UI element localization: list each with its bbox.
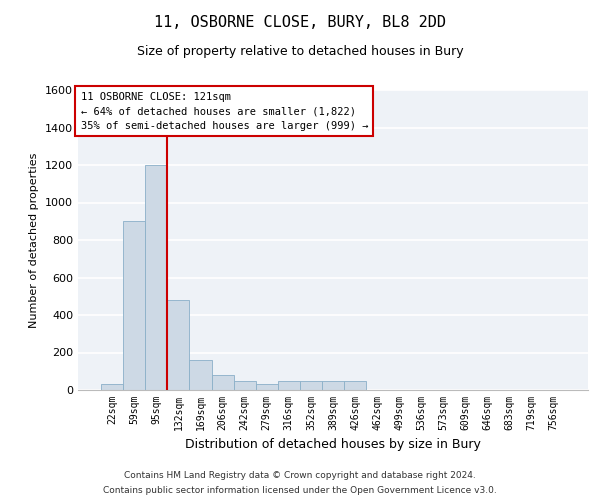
X-axis label: Distribution of detached houses by size in Bury: Distribution of detached houses by size … bbox=[185, 438, 481, 452]
Bar bbox=[167, 300, 190, 390]
Bar bbox=[123, 221, 145, 390]
Bar bbox=[256, 384, 278, 390]
Bar bbox=[344, 380, 366, 390]
Text: 11, OSBORNE CLOSE, BURY, BL8 2DD: 11, OSBORNE CLOSE, BURY, BL8 2DD bbox=[154, 15, 446, 30]
Bar bbox=[322, 380, 344, 390]
Bar bbox=[190, 360, 212, 390]
Y-axis label: Number of detached properties: Number of detached properties bbox=[29, 152, 40, 328]
Text: Size of property relative to detached houses in Bury: Size of property relative to detached ho… bbox=[137, 45, 463, 58]
Bar bbox=[278, 380, 300, 390]
Bar bbox=[212, 375, 233, 390]
Bar bbox=[101, 384, 123, 390]
Bar bbox=[145, 165, 167, 390]
Text: 11 OSBORNE CLOSE: 121sqm
← 64% of detached houses are smaller (1,822)
35% of sem: 11 OSBORNE CLOSE: 121sqm ← 64% of detach… bbox=[80, 92, 368, 131]
Bar bbox=[300, 380, 322, 390]
Text: Contains public sector information licensed under the Open Government Licence v3: Contains public sector information licen… bbox=[103, 486, 497, 495]
Bar bbox=[233, 380, 256, 390]
Text: Contains HM Land Registry data © Crown copyright and database right 2024.: Contains HM Land Registry data © Crown c… bbox=[124, 471, 476, 480]
